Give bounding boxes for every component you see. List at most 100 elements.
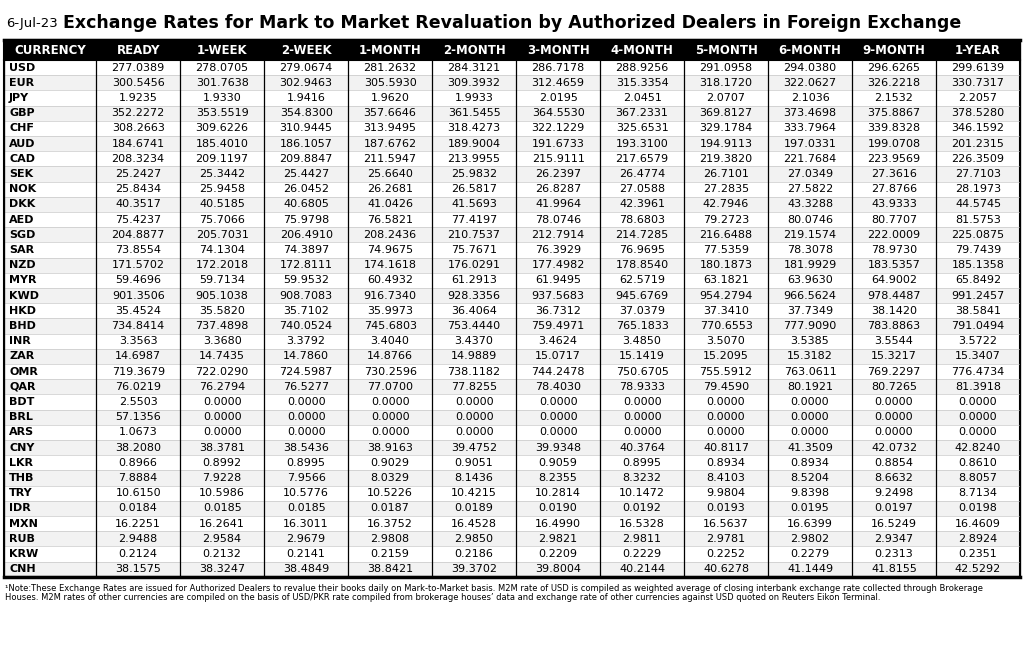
Text: 8.3232: 8.3232 [623,473,662,483]
Text: 15.0717: 15.0717 [536,351,581,362]
Text: 177.4982: 177.4982 [531,260,585,270]
Text: 353.5519: 353.5519 [196,108,249,118]
Text: 74.1304: 74.1304 [199,245,245,255]
Text: 3.3680: 3.3680 [203,336,242,346]
Text: 27.2835: 27.2835 [703,184,750,194]
Text: 755.5912: 755.5912 [699,367,753,376]
Text: BRL: BRL [9,412,33,422]
Text: 0.0000: 0.0000 [455,397,494,407]
Bar [4,167,1020,181]
Text: 901.3506: 901.3506 [112,290,165,301]
Text: 0.0000: 0.0000 [371,428,410,437]
Text: ARS: ARS [9,428,34,437]
Text: 16.4990: 16.4990 [536,518,581,529]
Text: 791.0494: 791.0494 [951,321,1005,331]
Text: 209.1197: 209.1197 [196,154,249,164]
Text: 25.2427: 25.2427 [115,169,162,179]
Text: 38.3247: 38.3247 [199,564,245,574]
Text: 373.4698: 373.4698 [783,108,837,118]
Text: 375.8867: 375.8867 [867,108,921,118]
Text: 2.9584: 2.9584 [203,534,242,544]
Text: 291.0958: 291.0958 [699,63,753,73]
Text: 1-MONTH: 1-MONTH [358,43,422,56]
Text: 15.3217: 15.3217 [871,351,916,362]
Text: 59.4696: 59.4696 [115,275,161,285]
Text: 209.8847: 209.8847 [280,154,333,164]
Text: 171.5702: 171.5702 [112,260,165,270]
Text: 1.0673: 1.0673 [119,428,158,437]
Text: 25.9832: 25.9832 [451,169,498,179]
Text: Houses. M2M rates of other currencies are compiled on the basis of USD/PKR rate : Houses. M2M rates of other currencies ar… [5,593,881,602]
Text: AED: AED [9,214,35,225]
Text: 0.8966: 0.8966 [119,457,158,468]
Text: 10.1472: 10.1472 [620,488,665,498]
Text: 1.9330: 1.9330 [203,93,242,103]
Text: 2.9488: 2.9488 [119,534,158,544]
Text: 5-MONTH: 5-MONTH [694,43,758,56]
Text: THB: THB [9,473,35,483]
Text: 39.4752: 39.4752 [451,443,498,452]
Text: 309.3932: 309.3932 [447,78,501,87]
Bar [4,455,1020,470]
Text: 14.8766: 14.8766 [368,351,413,362]
Bar [4,212,1020,227]
Text: 75.4237: 75.4237 [115,214,161,225]
Text: 2-WEEK: 2-WEEK [281,43,332,56]
Text: 35.4524: 35.4524 [115,306,161,316]
Text: 35.5820: 35.5820 [200,306,245,316]
Text: 0.0000: 0.0000 [371,412,410,422]
Text: 0.0000: 0.0000 [203,428,242,437]
Text: 299.6139: 299.6139 [951,63,1005,73]
Text: 10.6150: 10.6150 [116,488,161,498]
Text: 300.5456: 300.5456 [112,78,165,87]
Text: SGD: SGD [9,230,36,240]
Bar [4,440,1020,455]
Text: 64.9002: 64.9002 [871,275,918,285]
Text: 6-MONTH: 6-MONTH [778,43,842,56]
Text: 15.1419: 15.1419 [620,351,665,362]
Text: 59.7134: 59.7134 [199,275,245,285]
Text: 38.8421: 38.8421 [367,564,413,574]
Text: 6-Jul-23: 6-Jul-23 [6,16,57,30]
Text: 78.6803: 78.6803 [620,214,665,225]
Text: 0.0189: 0.0189 [455,503,494,513]
Text: 78.3078: 78.3078 [787,245,834,255]
Text: 61.2913: 61.2913 [452,275,497,285]
Text: 38.3781: 38.3781 [199,443,245,452]
Text: OMR: OMR [9,367,38,376]
Text: BHD: BHD [9,321,36,331]
Text: DKK: DKK [9,200,35,209]
Text: 367.2331: 367.2331 [615,108,669,118]
Text: 76.9695: 76.9695 [620,245,665,255]
Text: MXN: MXN [9,518,38,529]
Text: 916.7340: 916.7340 [364,290,417,301]
Text: 27.7103: 27.7103 [955,169,1001,179]
Text: 193.3100: 193.3100 [615,139,669,148]
Text: 0.0000: 0.0000 [958,397,997,407]
Text: 339.8328: 339.8328 [867,123,921,133]
Text: 26.2681: 26.2681 [368,184,413,194]
Text: 10.5776: 10.5776 [284,488,329,498]
Text: 296.6265: 296.6265 [867,63,921,73]
Text: 10.5986: 10.5986 [200,488,245,498]
Bar [4,136,1020,151]
Text: 305.5930: 305.5930 [364,78,417,87]
Text: 7.8884: 7.8884 [119,473,158,483]
Text: 966.5624: 966.5624 [783,290,837,301]
Text: 954.2794: 954.2794 [699,290,753,301]
Text: 0.2141: 0.2141 [287,549,326,559]
Text: 0.0197: 0.0197 [874,503,913,513]
Text: 2.9850: 2.9850 [455,534,494,544]
Text: 25.8434: 25.8434 [115,184,161,194]
Text: 759.4971: 759.4971 [531,321,585,331]
Text: JPY: JPY [9,93,29,103]
Text: READY: READY [117,43,160,56]
Text: 42.8240: 42.8240 [955,443,1001,452]
Text: 0.8934: 0.8934 [707,457,745,468]
Text: 76.5277: 76.5277 [283,382,329,392]
Text: 210.7537: 210.7537 [447,230,501,240]
Text: 0.9051: 0.9051 [455,457,494,468]
Bar [4,40,1020,60]
Text: 928.3356: 928.3356 [447,290,501,301]
Text: 2.1036: 2.1036 [791,93,829,103]
